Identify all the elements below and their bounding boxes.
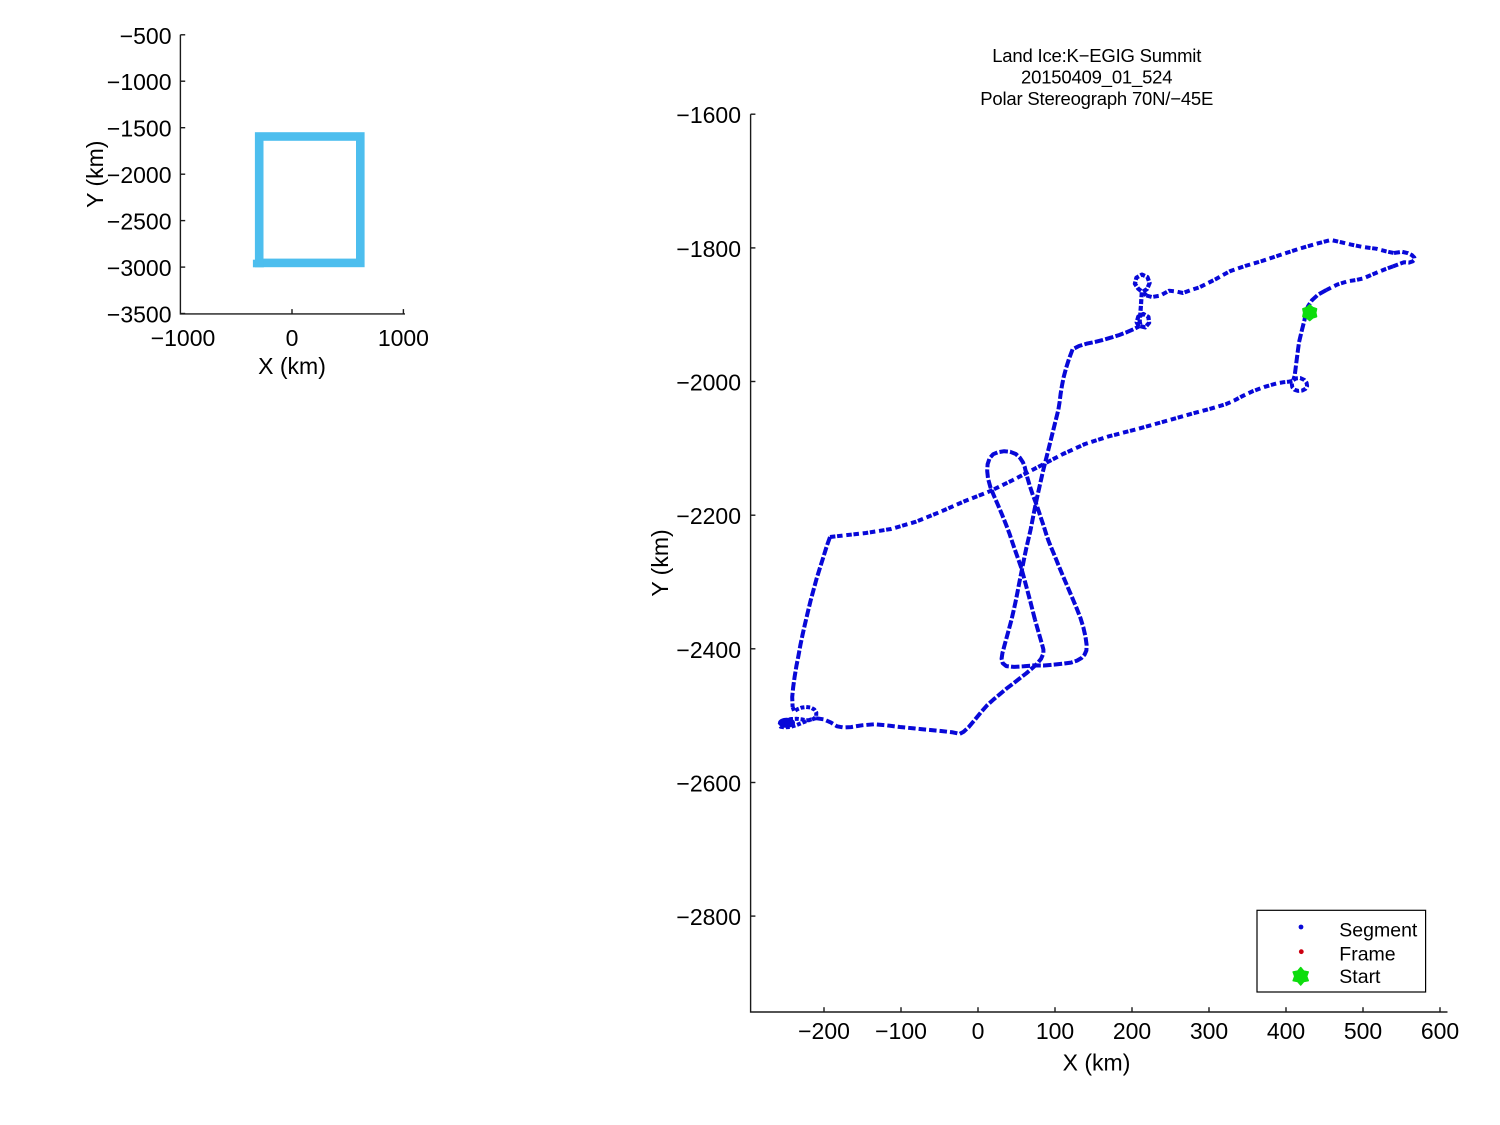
svg-text:−3500: −3500 bbox=[107, 302, 172, 328]
svg-text:−1800: −1800 bbox=[676, 236, 741, 262]
svg-text:Start: Start bbox=[1339, 966, 1381, 988]
svg-text:−2000: −2000 bbox=[676, 370, 741, 396]
svg-text:0: 0 bbox=[286, 325, 299, 351]
svg-text:−2600: −2600 bbox=[676, 771, 741, 797]
svg-text:Polar Stereograph 70N/−45E: Polar Stereograph 70N/−45E bbox=[980, 88, 1213, 109]
svg-text:200: 200 bbox=[1113, 1018, 1151, 1044]
svg-text:500: 500 bbox=[1344, 1018, 1382, 1044]
svg-text:−1000: −1000 bbox=[151, 325, 216, 351]
svg-text:20150409_01_524: 20150409_01_524 bbox=[1021, 67, 1172, 89]
svg-text:400: 400 bbox=[1267, 1018, 1305, 1044]
svg-text:Y (km): Y (km) bbox=[82, 141, 108, 208]
svg-text:−200: −200 bbox=[798, 1018, 850, 1044]
svg-text:−2400: −2400 bbox=[676, 637, 741, 663]
svg-text:−1600: −1600 bbox=[676, 102, 741, 128]
svg-text:−2200: −2200 bbox=[676, 503, 741, 529]
svg-text:Frame: Frame bbox=[1339, 943, 1395, 965]
svg-text:−2800: −2800 bbox=[676, 904, 741, 930]
svg-text:X (km): X (km) bbox=[258, 353, 326, 379]
svg-text:X (km): X (km) bbox=[1063, 1050, 1131, 1076]
svg-text:1000: 1000 bbox=[378, 325, 429, 351]
svg-text:−2500: −2500 bbox=[107, 209, 172, 235]
svg-text:Segment: Segment bbox=[1339, 919, 1418, 941]
svg-text:0: 0 bbox=[972, 1018, 985, 1044]
svg-text:−1000: −1000 bbox=[107, 69, 172, 95]
svg-text:Land Ice:K−EGIG Summit: Land Ice:K−EGIG Summit bbox=[992, 45, 1201, 66]
svg-text:−3000: −3000 bbox=[107, 255, 172, 281]
svg-text:Y (km): Y (km) bbox=[647, 529, 673, 596]
svg-text:−2000: −2000 bbox=[107, 162, 172, 188]
svg-text:−100: −100 bbox=[875, 1018, 927, 1044]
svg-text:100: 100 bbox=[1036, 1018, 1074, 1044]
svg-text:300: 300 bbox=[1190, 1018, 1228, 1044]
svg-text:−1500: −1500 bbox=[107, 116, 172, 142]
svg-text:600: 600 bbox=[1421, 1018, 1459, 1044]
svg-text:−500: −500 bbox=[120, 23, 172, 49]
